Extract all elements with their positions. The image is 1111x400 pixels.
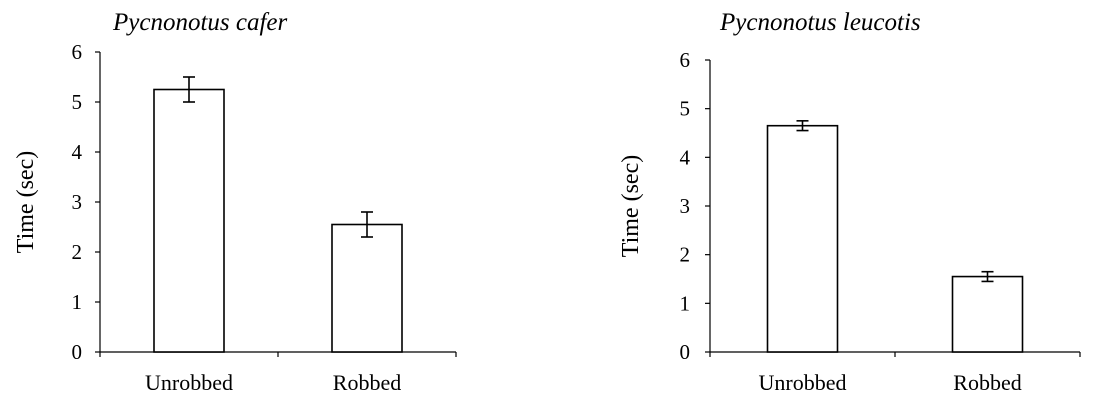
chart-panel-1: Pycnonotus cafer Time (sec) 0 1 2 3 4 5 6 Unrobbe… xyxy=(13,9,457,395)
y-axis-label: Time (sec) xyxy=(13,151,39,253)
y-tick-label: 4 xyxy=(72,140,83,164)
bar-unrobbed xyxy=(153,88,225,353)
y-tick-label: 1 xyxy=(72,290,83,314)
y-tick-label: 2 xyxy=(680,243,691,267)
y-tick-label: 4 xyxy=(680,145,691,169)
chart-title: Pycnonotus cafer xyxy=(112,9,288,36)
x-tick-label: Unrobbed xyxy=(145,370,233,395)
y-tick-label: 0 xyxy=(680,340,691,364)
bar-robbed xyxy=(331,223,403,353)
chart-title: Pycnonotus leucotis xyxy=(719,9,921,36)
bar-robbed xyxy=(951,275,1024,353)
y-tick-label: 2 xyxy=(72,240,83,264)
y-tick-label: 5 xyxy=(680,97,691,121)
y-tick-label: 0 xyxy=(72,340,83,364)
chart-panel-2: Pycnonotus leucotis Time (sec) 0 1 2 3 4 5 6 Unro… xyxy=(618,9,1081,395)
y-axis-label: Time (sec) xyxy=(618,155,644,257)
y-tick-label: 6 xyxy=(72,40,83,64)
x-tick-label: Robbed xyxy=(953,370,1021,395)
x-tick-label: Robbed xyxy=(333,370,401,395)
y-tick-label: 5 xyxy=(72,90,83,114)
y-tick-label: 3 xyxy=(72,190,83,214)
y-tick-label: 1 xyxy=(680,291,691,315)
x-tick-label: Unrobbed xyxy=(759,370,847,395)
y-tick-label: 6 xyxy=(680,48,691,72)
bar-unrobbed xyxy=(766,124,839,353)
y-tick-label: 3 xyxy=(680,194,691,218)
